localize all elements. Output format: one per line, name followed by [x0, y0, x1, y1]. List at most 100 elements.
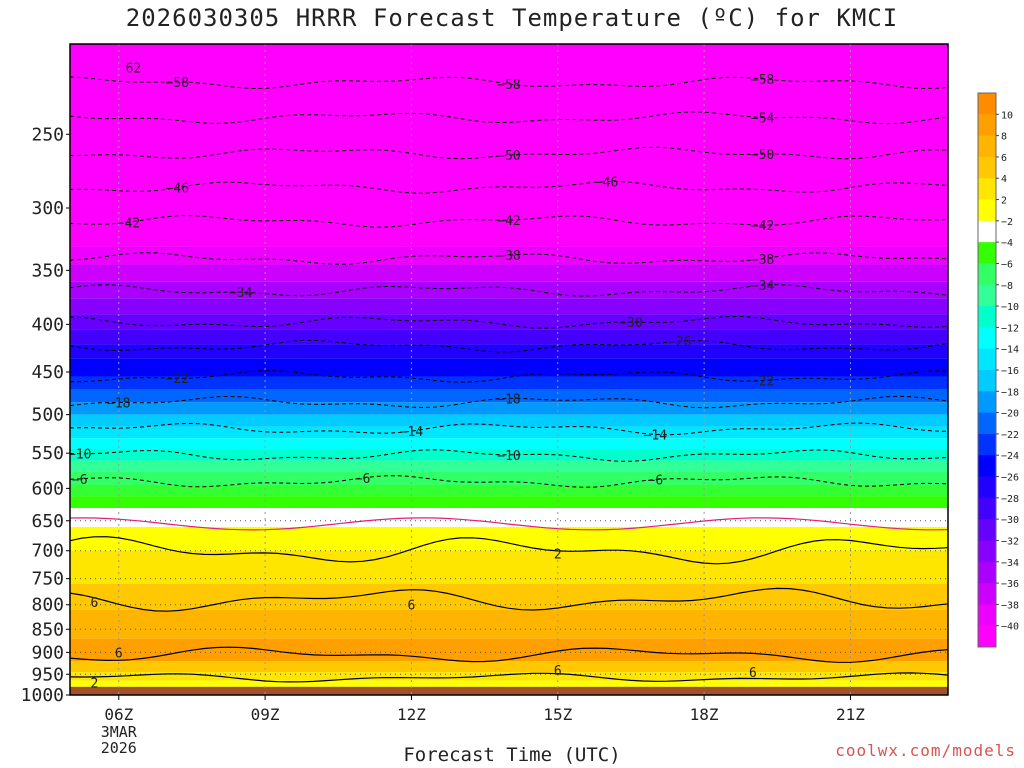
temperature-band	[70, 264, 948, 282]
colorbar-label: −16	[1001, 366, 1019, 377]
colorbar-cell	[978, 519, 996, 541]
temperature-band	[70, 460, 948, 472]
colorbar-cell	[978, 220, 996, 243]
y-tick-label: 700	[31, 541, 64, 562]
temperature-band	[70, 661, 948, 673]
contour-label: −6	[72, 473, 88, 488]
colorbar-label: −6	[1001, 259, 1013, 270]
x-date-label: 3MAR	[101, 723, 138, 741]
colorbar-cell	[978, 625, 996, 648]
colorbar-label: −36	[1001, 579, 1019, 590]
freezing-line	[70, 517, 948, 531]
y-tick-label: 950	[31, 664, 64, 685]
temperature-band	[70, 638, 948, 662]
colorbar-cell	[978, 178, 996, 201]
solid-contour-label: 62	[126, 62, 142, 77]
colorbar-cell	[978, 433, 996, 456]
temperature-band	[70, 496, 948, 509]
temperature-band	[70, 344, 948, 359]
solid-contour-line	[70, 587, 948, 612]
contour-label: −26	[668, 335, 691, 350]
temperature-band	[70, 358, 948, 377]
credit-text[interactable]: coolwx.com/models	[835, 741, 1016, 760]
x-tick-label: 18Z	[690, 705, 719, 724]
temperature-band	[70, 281, 948, 299]
contour-label: −34	[229, 286, 253, 301]
temperature-band	[70, 389, 948, 403]
temperature-band	[70, 484, 948, 497]
contour-label: −42	[751, 219, 774, 234]
contour-label: −58	[751, 73, 774, 88]
x-axis-label: Forecast Time (UTC)	[403, 744, 621, 766]
solid-contour-label: 2	[90, 677, 98, 692]
temperature-band	[70, 298, 948, 315]
contour-label: −22	[166, 372, 189, 387]
colorbar-label: −40	[1001, 622, 1019, 633]
solid-contour-line	[70, 672, 948, 683]
contour-label: −6	[648, 473, 664, 488]
temperature-band	[70, 449, 948, 461]
contour-label: −42	[497, 214, 520, 229]
colorbar-cell	[978, 284, 996, 307]
colorbar-cell	[978, 370, 996, 392]
temperature-band	[70, 583, 948, 610]
colorbar-cell	[978, 93, 996, 115]
y-tick-label: 550	[31, 443, 64, 464]
temperature-band	[70, 680, 948, 687]
temperature-band	[70, 414, 948, 427]
colorbar-label: −2	[1001, 217, 1013, 228]
y-tick-label: 750	[31, 569, 64, 590]
colorbar-label: −14	[1001, 345, 1019, 356]
plot-frame	[69, 43, 949, 696]
solid-contour-label: 6	[115, 646, 123, 661]
contour-label: −10	[68, 448, 91, 463]
contour-label: −50	[751, 148, 774, 163]
y-tick-label: 250	[31, 124, 64, 145]
x-tick-label: 06Z	[104, 705, 133, 724]
colorbar-label: −32	[1001, 536, 1019, 547]
colorbar-cell	[978, 135, 996, 158]
colorbar-label: 10	[1001, 110, 1013, 121]
colorbar-label: −30	[1001, 515, 1019, 526]
colorbar-cell	[978, 348, 996, 371]
y-tick-label: 650	[31, 511, 64, 532]
temperature-band	[70, 550, 948, 584]
temperature-band	[70, 672, 948, 681]
y-tick-label: 850	[31, 619, 64, 640]
contour-label: −34	[751, 279, 775, 294]
solid-contour-line	[70, 536, 948, 565]
solid-contour-label: 6	[554, 664, 562, 679]
colorbar-label: −34	[1001, 558, 1019, 569]
colorbar-label: 6	[1001, 153, 1007, 164]
colorbar-cell	[978, 114, 996, 137]
solid-contour-label: 6	[408, 599, 416, 614]
contour-label: −54	[751, 111, 775, 126]
y-tick-label: 1000	[21, 685, 64, 706]
colorbar-cell	[978, 242, 996, 264]
y-tick-label: 350	[31, 260, 64, 281]
colorbar-label: −10	[1001, 302, 1019, 313]
temperature-band	[70, 402, 948, 415]
temperature-band	[70, 426, 948, 439]
colorbar-label: −12	[1001, 323, 1019, 334]
colorbar-cell	[978, 391, 996, 414]
colorbar-cell	[978, 412, 996, 435]
contour-label: −30	[619, 316, 642, 331]
y-tick-label: 300	[31, 198, 64, 219]
colorbar-label: −4	[1001, 238, 1013, 249]
contour-label: −38	[751, 253, 774, 268]
colorbar-label: 2	[1001, 196, 1007, 207]
y-tick-label: 450	[31, 362, 64, 383]
temperature-band	[70, 329, 948, 345]
y-tick-label: 400	[31, 314, 64, 335]
colorbar-cell	[978, 476, 996, 499]
colorbar-cell	[978, 455, 996, 478]
contour-label: −18	[107, 396, 130, 411]
temperature-band	[70, 44, 948, 247]
solid-contour-label: 2	[554, 548, 562, 563]
x-tick-label: 15Z	[543, 705, 572, 724]
x-tick-label: 21Z	[836, 705, 865, 724]
contour-label: −14	[644, 429, 668, 444]
colorbar-label: −24	[1001, 451, 1019, 462]
y-tick-label: 800	[31, 595, 64, 616]
